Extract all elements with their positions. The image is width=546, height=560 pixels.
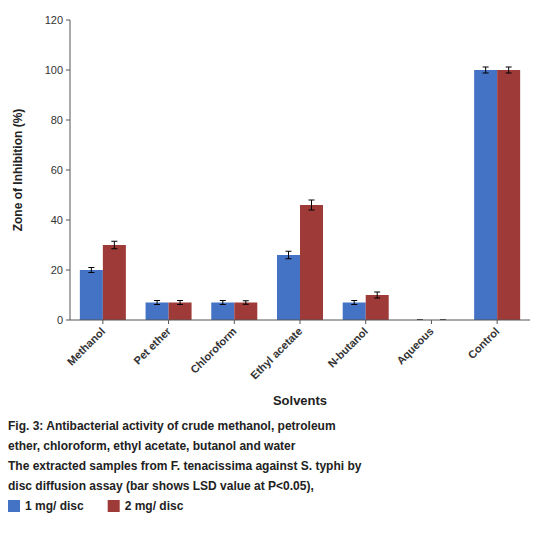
- y-tick-label: 20: [51, 264, 63, 276]
- error-bar: [243, 301, 249, 305]
- y-axis: [70, 20, 71, 320]
- y-tick: [66, 320, 70, 321]
- bar: [211, 303, 234, 321]
- x-tick: [365, 320, 366, 324]
- legend-label: 1 mg/ disc: [25, 499, 84, 513]
- caption-line: disc diffusion assay (bar shows LSD valu…: [8, 479, 314, 493]
- x-tick: [431, 320, 432, 324]
- error-bar: [111, 241, 117, 249]
- chart: 0 20 40 60 80 100 120 Methanol Pet ether Chlorofo…: [0, 0, 546, 560]
- bar: [234, 303, 257, 321]
- bars: [80, 67, 520, 320]
- x-tick-label: Methanol: [65, 325, 108, 368]
- bar: [366, 295, 389, 320]
- y-tick: [66, 270, 70, 271]
- x-tick-label: Pet ether: [131, 324, 173, 366]
- bar: [497, 70, 520, 320]
- y-tick: [66, 20, 70, 21]
- error-bar: [374, 292, 380, 298]
- bar: [300, 205, 323, 320]
- x-tick-label: Aqueous: [394, 325, 436, 367]
- bar: [146, 303, 169, 321]
- x-axis-label: Solvents: [273, 393, 327, 408]
- legend-label: 2 mg/ disc: [125, 499, 184, 513]
- y-tick: [66, 70, 70, 71]
- bar: [103, 245, 126, 320]
- caption-line: The extracted samples from F. tenacissim…: [8, 459, 362, 473]
- y-tick: [66, 170, 70, 171]
- error-bar: [483, 67, 489, 73]
- error-bar: [88, 268, 94, 273]
- x-tick: [300, 320, 301, 324]
- y-tick-label: 120: [45, 14, 63, 26]
- error-bar: [220, 301, 226, 305]
- bar: [169, 303, 192, 321]
- y-tick-label: 40: [51, 214, 63, 226]
- error-bar: [351, 301, 357, 305]
- y-tick-label: 60: [51, 164, 63, 176]
- x-tick: [168, 320, 169, 324]
- x-tick-label: Chloroform: [188, 325, 239, 376]
- legend-swatch: [8, 500, 20, 512]
- bar: [474, 70, 497, 320]
- x-tick-label: Ethyl acetate: [248, 325, 304, 381]
- x-tick-label: Control: [465, 325, 501, 361]
- caption-line: ether, chloroform, ethyl acetate, butano…: [8, 439, 296, 453]
- y-tick-label: 80: [51, 114, 63, 126]
- legend-swatch: [108, 500, 120, 512]
- y-tick: [66, 120, 70, 121]
- caption-line: Fig. 3: Antibacterial activity of crude …: [8, 419, 336, 433]
- x-tick: [497, 320, 498, 324]
- error-bar: [506, 67, 512, 73]
- error-bar: [309, 200, 315, 210]
- bar: [277, 255, 300, 320]
- y-tick-label: 0: [57, 314, 63, 326]
- error-bar: [154, 301, 160, 305]
- bar: [343, 303, 366, 321]
- y-tick: [66, 220, 70, 221]
- x-tick: [234, 320, 235, 324]
- x-tick-label: N-butanol: [325, 325, 370, 370]
- y-axis-label: Zone of Inhibition (%): [11, 109, 25, 232]
- y-tick-label: 100: [45, 64, 63, 76]
- error-bar: [286, 251, 292, 259]
- x-tick: [102, 320, 103, 324]
- error-bar: [177, 301, 183, 305]
- bar: [80, 270, 103, 320]
